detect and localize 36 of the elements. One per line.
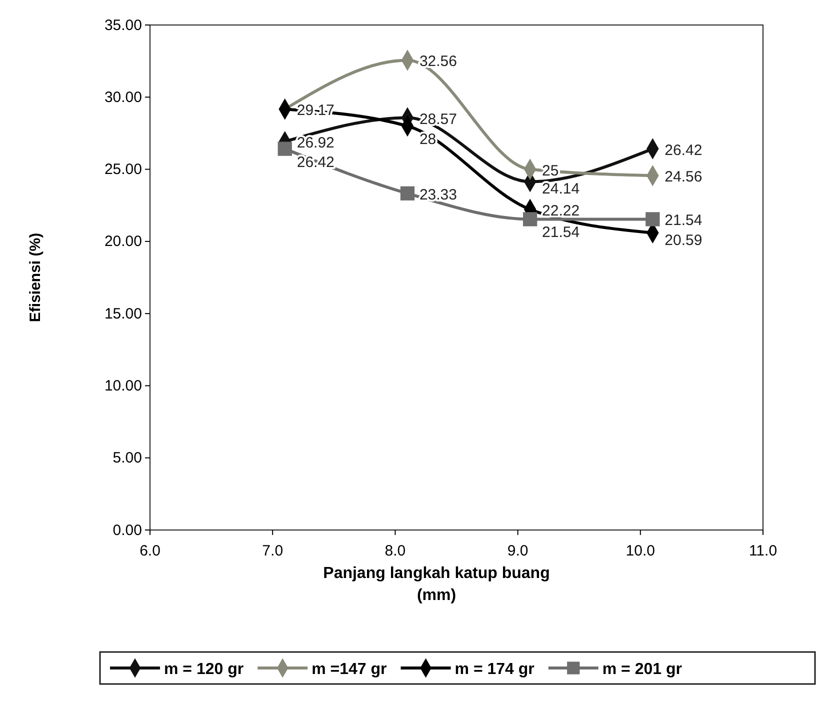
data-label: 24.14: [542, 180, 580, 198]
x-tick-label: 6.0: [140, 542, 160, 560]
y-tick-label: 30.00: [104, 88, 142, 106]
data-label: 26.92: [296, 134, 334, 152]
legend-label: m = 201 gr: [602, 661, 682, 678]
point: [400, 186, 415, 200]
y-tick-label: 0.00: [112, 522, 142, 539]
x-axis-title: Panjang langkah katup buang (mm): [323, 565, 550, 604]
x-tick-label: 8.0: [384, 542, 406, 560]
y-tick-label: 15.00: [104, 305, 142, 322]
y-axis-title: Efisiensi (%): [27, 232, 44, 322]
y-tick-label: 10.00: [104, 378, 142, 395]
y-tick-label: 35.00: [104, 16, 142, 34]
data-label: 21.54: [542, 224, 580, 242]
data-label: 28.57: [419, 110, 458, 128]
data-label: 26.42: [664, 142, 702, 159]
legend-label: m =147 gr: [312, 661, 387, 678]
x-tick-label: 7.0: [262, 542, 284, 560]
data-label: 21.54: [664, 212, 702, 230]
x-tick-label: 9.0: [507, 542, 528, 560]
point: [278, 142, 292, 156]
y-tick-label: 20.00: [104, 233, 142, 250]
data-label: 20.59: [664, 232, 702, 249]
legend-label: m = 174 gr: [454, 661, 534, 678]
x-tick-label: 11.0: [748, 542, 778, 560]
data-label: 23.33: [419, 186, 458, 204]
point: [646, 212, 660, 226]
y-tick-label: 25.00: [104, 161, 142, 178]
legend-label: m = 120 gr: [164, 661, 244, 678]
point: [522, 212, 538, 226]
data-label: 32.56: [419, 53, 458, 70]
y-tick-label: 5.00: [112, 450, 142, 467]
data-label: 28: [419, 131, 436, 148]
x-tick-label: 10.0: [626, 542, 655, 560]
data-label: 24.56: [664, 168, 702, 186]
data-label: 22.22: [542, 202, 580, 220]
